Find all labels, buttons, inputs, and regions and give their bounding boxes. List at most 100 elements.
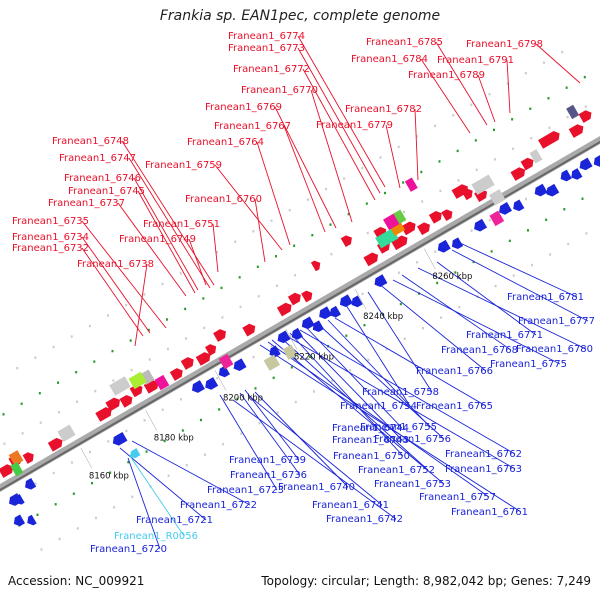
reverse-gene-label[interactable]: Franean1_6753 bbox=[374, 479, 451, 490]
forward-gene[interactable] bbox=[0, 462, 16, 478]
reverse-gene[interactable] bbox=[25, 514, 37, 528]
reverse-gene[interactable] bbox=[11, 514, 26, 529]
forward-gene[interactable] bbox=[213, 327, 228, 342]
reverse-gene[interactable] bbox=[337, 294, 353, 309]
forward-gene-label[interactable]: Franean1_6751 bbox=[143, 219, 220, 230]
gene-block[interactable] bbox=[282, 344, 298, 360]
reverse-gene[interactable] bbox=[110, 432, 128, 448]
forward-gene[interactable] bbox=[195, 350, 213, 366]
forward-gene-label[interactable]: Franean1_6759 bbox=[145, 160, 222, 171]
forward-gene-label[interactable]: Franean1_6769 bbox=[205, 102, 282, 113]
reverse-gene-label[interactable]: Franean1_6756 bbox=[374, 434, 451, 445]
forward-gene-label[interactable]: Franean1_6737 bbox=[48, 198, 125, 209]
reverse-gene[interactable] bbox=[310, 320, 324, 334]
reverse-gene-label[interactable]: Franean1_6757 bbox=[419, 492, 496, 503]
reverse-gene-label[interactable]: Franean1_6777 bbox=[518, 316, 595, 327]
forward-gene[interactable] bbox=[204, 342, 219, 356]
forward-gene-label[interactable]: Franean1_6745 bbox=[68, 186, 145, 197]
reverse-gene[interactable] bbox=[449, 237, 464, 251]
reverse-gene-label[interactable]: Franean1_6720 bbox=[90, 544, 167, 555]
reverse-gene-label[interactable]: Franean1_6721 bbox=[136, 515, 213, 526]
forward-gene[interactable] bbox=[538, 129, 562, 149]
forward-gene[interactable] bbox=[180, 355, 196, 370]
gene-block[interactable] bbox=[404, 177, 418, 192]
forward-gene[interactable] bbox=[461, 186, 475, 201]
reverse-gene[interactable] bbox=[23, 478, 37, 492]
rna-gene-label[interactable]: Franean1_R0056 bbox=[114, 531, 198, 542]
forward-gene-label[interactable]: Franean1_6791 bbox=[437, 55, 514, 66]
gene-block[interactable] bbox=[109, 376, 131, 396]
forward-gene[interactable] bbox=[520, 156, 536, 171]
reverse-gene-label[interactable]: Franean1_6781 bbox=[507, 292, 584, 303]
forward-gene[interactable] bbox=[129, 383, 145, 398]
reverse-gene-label[interactable]: Franean1_6736 bbox=[230, 470, 307, 481]
reverse-gene-label[interactable]: Franean1_6742 bbox=[326, 514, 403, 525]
reverse-gene[interactable] bbox=[372, 274, 388, 289]
reverse-gene[interactable] bbox=[189, 380, 205, 395]
forward-gene-label[interactable]: Franean1_6738 bbox=[77, 259, 154, 270]
forward-gene-label[interactable]: Franean1_6770 bbox=[241, 85, 318, 96]
reverse-gene-label[interactable]: Franean1_6768 bbox=[441, 345, 518, 356]
reverse-gene-label[interactable]: Franean1_6754 bbox=[340, 401, 417, 412]
forward-gene-label[interactable]: Franean1_6767 bbox=[214, 121, 291, 132]
forward-gene[interactable] bbox=[340, 233, 355, 248]
forward-gene-label[interactable]: Franean1_6732 bbox=[12, 243, 89, 254]
reverse-gene[interactable] bbox=[544, 183, 560, 199]
reverse-gene[interactable] bbox=[558, 169, 572, 184]
gene-block[interactable] bbox=[218, 353, 234, 370]
reverse-gene[interactable] bbox=[569, 168, 583, 182]
reverse-gene-label[interactable]: Franean1_6740 bbox=[278, 482, 355, 493]
forward-gene[interactable] bbox=[22, 450, 37, 464]
reverse-gene-label[interactable]: Franean1_6750 bbox=[333, 451, 410, 462]
reverse-gene[interactable] bbox=[577, 157, 593, 173]
reverse-gene-label[interactable]: Franean1_6744 bbox=[332, 423, 409, 434]
reverse-gene-label[interactable]: Franean1_6743 bbox=[332, 435, 409, 446]
reverse-gene[interactable] bbox=[349, 295, 363, 310]
forward-gene-label[interactable]: Franean1_6774 bbox=[228, 31, 305, 42]
forward-gene[interactable] bbox=[301, 289, 315, 303]
gene-block[interactable] bbox=[489, 189, 506, 206]
reverse-gene[interactable] bbox=[472, 218, 488, 234]
forward-gene[interactable] bbox=[510, 165, 527, 181]
reverse-gene[interactable] bbox=[511, 199, 525, 213]
forward-gene[interactable] bbox=[276, 301, 294, 317]
reverse-gene-label[interactable]: Franean1_6766 bbox=[416, 366, 493, 377]
forward-gene-label[interactable]: Franean1_6779 bbox=[316, 120, 393, 131]
forward-gene[interactable] bbox=[417, 220, 432, 236]
gene-block[interactable] bbox=[10, 461, 24, 477]
forward-gene[interactable] bbox=[310, 259, 323, 272]
reverse-gene-label[interactable]: Franean1_6762 bbox=[445, 449, 522, 460]
gene-block[interactable] bbox=[263, 354, 281, 371]
gene-block[interactable] bbox=[8, 450, 24, 466]
forward-gene-label[interactable]: Franean1_6772 bbox=[233, 64, 310, 75]
rna-gene[interactable] bbox=[128, 448, 141, 460]
forward-gene-label[interactable]: Franean1_6760 bbox=[185, 194, 262, 205]
reverse-gene-label[interactable]: Franean1_6761 bbox=[451, 507, 528, 518]
reverse-gene-label[interactable]: Franean1_6775 bbox=[490, 359, 567, 370]
gene-block[interactable] bbox=[393, 209, 407, 224]
reverse-gene-label[interactable]: Franean1_6755 bbox=[360, 422, 437, 433]
forward-gene-label[interactable]: Franean1_6798 bbox=[466, 39, 543, 50]
reverse-gene[interactable] bbox=[13, 493, 25, 507]
reverse-gene-label[interactable]: Franean1_6758 bbox=[362, 387, 439, 398]
forward-gene[interactable] bbox=[169, 366, 185, 381]
reverse-gene[interactable] bbox=[216, 365, 230, 380]
gene-block[interactable] bbox=[489, 210, 505, 227]
forward-gene[interactable] bbox=[400, 220, 418, 236]
forward-gene-label[interactable]: Franean1_6789 bbox=[408, 70, 485, 81]
reverse-gene[interactable] bbox=[299, 316, 315, 331]
forward-gene-label[interactable]: Franean1_6784 bbox=[351, 54, 428, 65]
reverse-gene-label[interactable]: Franean1_6780 bbox=[516, 344, 593, 355]
reverse-gene[interactable] bbox=[203, 377, 219, 392]
reverse-gene[interactable] bbox=[591, 155, 600, 169]
gene-block[interactable] bbox=[139, 369, 155, 385]
forward-gene[interactable] bbox=[451, 182, 471, 199]
gene-block[interactable] bbox=[128, 371, 147, 390]
forward-gene-label[interactable]: Franean1_6773 bbox=[228, 43, 305, 54]
reverse-gene[interactable] bbox=[327, 305, 341, 320]
forward-gene[interactable] bbox=[441, 207, 455, 222]
reverse-gene-label[interactable]: Franean1_6723 bbox=[207, 485, 284, 496]
forward-gene-label[interactable]: Franean1_6734 bbox=[12, 232, 89, 243]
gene-block[interactable] bbox=[154, 374, 170, 391]
forward-gene[interactable] bbox=[428, 209, 444, 224]
